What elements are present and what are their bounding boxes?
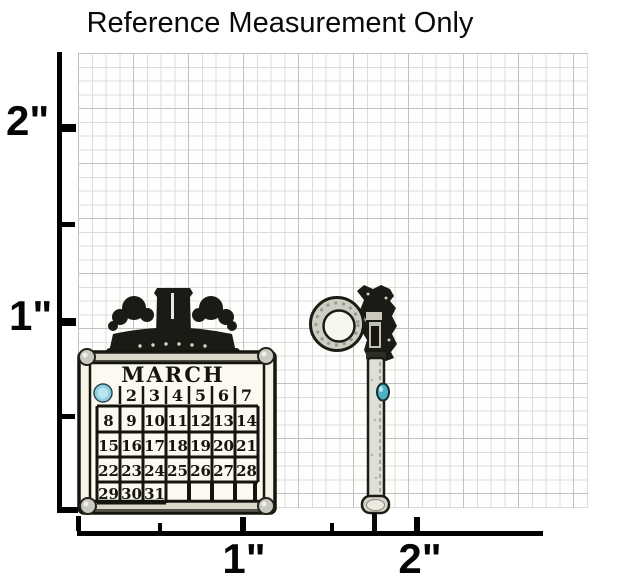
calendar-day: 29 (98, 485, 119, 503)
vertical-tick-1in (62, 318, 76, 326)
horizontal-ruler-label-2in: 2" (398, 535, 442, 582)
calendar-day: 8 (103, 412, 113, 430)
calendar-day: 6 (218, 386, 229, 405)
crown-icon (106, 288, 240, 358)
corner-ball-highlights (82, 351, 267, 507)
horizontal-tick-0in (76, 516, 81, 531)
calendar-day: 17 (144, 437, 165, 455)
vertical-ruler-label-2in: 2" (6, 97, 50, 144)
gem-crystal-side (376, 382, 390, 402)
vertical-ruler-label-1in: 1" (9, 292, 53, 339)
calendar-day: 25 (167, 462, 188, 480)
calendar-day: 24 (144, 462, 165, 480)
horizontal-tick-1-5in (330, 523, 334, 531)
vertical-tick-0-5in (62, 414, 75, 419)
horizontal-tick-1in (240, 517, 246, 531)
vertical-ruler-line (57, 52, 62, 513)
horizontal-ruler-label-1in: 1" (222, 535, 266, 582)
crown-band-dots (138, 342, 207, 348)
corner-balls (78, 347, 275, 515)
calendar-day: 23 (121, 462, 142, 480)
foot-stem (372, 513, 377, 533)
horizontal-tick-2in (414, 517, 420, 531)
calendar-day: 15 (98, 437, 119, 455)
calendar-day: 7 (241, 386, 252, 405)
calendar-day: 5 (195, 386, 206, 405)
horizontal-ruler-line (77, 531, 543, 536)
calendar-day: 12 (190, 412, 211, 430)
calendar-day: 22 (98, 462, 119, 480)
calendar-day: 14 (236, 412, 257, 430)
vertical-tick-2in (62, 124, 76, 132)
calendar-day: 28 (236, 462, 257, 480)
charm-side-foot (360, 494, 391, 533)
calendar-day: 4 (172, 386, 183, 405)
calendar-day: 13 (213, 412, 234, 430)
vertical-tick-1-5in (62, 222, 75, 227)
page-title: Reference Measurement Only (86, 7, 474, 39)
calendar-day: 3 (149, 386, 160, 405)
charm-side-bar (366, 356, 386, 500)
jump-ring (309, 296, 365, 352)
charm-side-view (309, 285, 397, 533)
horizontal-tick-0-5in (158, 523, 162, 531)
calendar-day: 20 (213, 437, 234, 455)
month-label: MARCH (121, 362, 225, 387)
calendar-day: 31 (144, 485, 165, 503)
calendar-day: 10 (144, 412, 165, 430)
calendar-day: 18 (167, 437, 188, 455)
calendar-day: 27 (213, 462, 234, 480)
calendar-day: 21 (236, 437, 257, 455)
calendar-day: 9 (126, 412, 136, 430)
gem-facet (98, 387, 108, 399)
calendar-day: 30 (121, 485, 142, 503)
calendar-day: 16 (121, 437, 142, 455)
calendar-day: 26 (190, 462, 211, 480)
calendar-day: 19 (190, 437, 211, 455)
gem-side-highlight (379, 386, 383, 392)
calendar-day: 2 (126, 386, 137, 405)
calendar-day: 11 (167, 412, 188, 430)
vertical-ruler-foot (57, 507, 78, 513)
